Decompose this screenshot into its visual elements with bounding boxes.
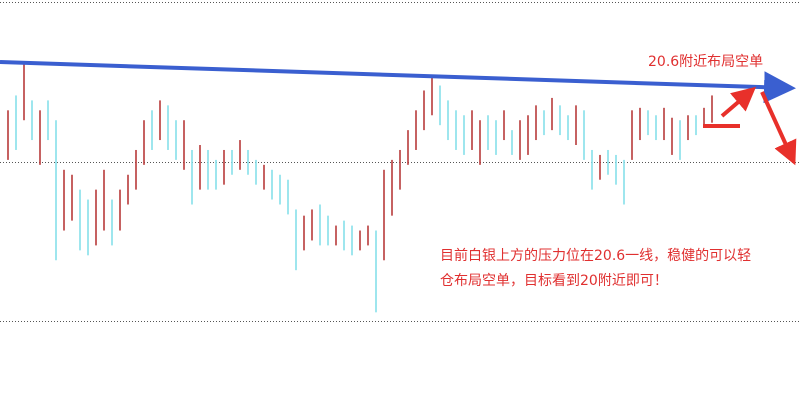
red-arrow (760, 91, 797, 166)
annotation: 20.6附近布局空单 (648, 54, 763, 70)
red-arrow (720, 86, 757, 118)
bars (7, 61, 713, 313)
trend-line (0, 60, 796, 104)
note-line: 仓布局空单，目标看到20附近即可！ (440, 273, 668, 289)
note-line: 目前白银上方的压力位在20.6一线，稳健的可以轻 (440, 247, 751, 264)
